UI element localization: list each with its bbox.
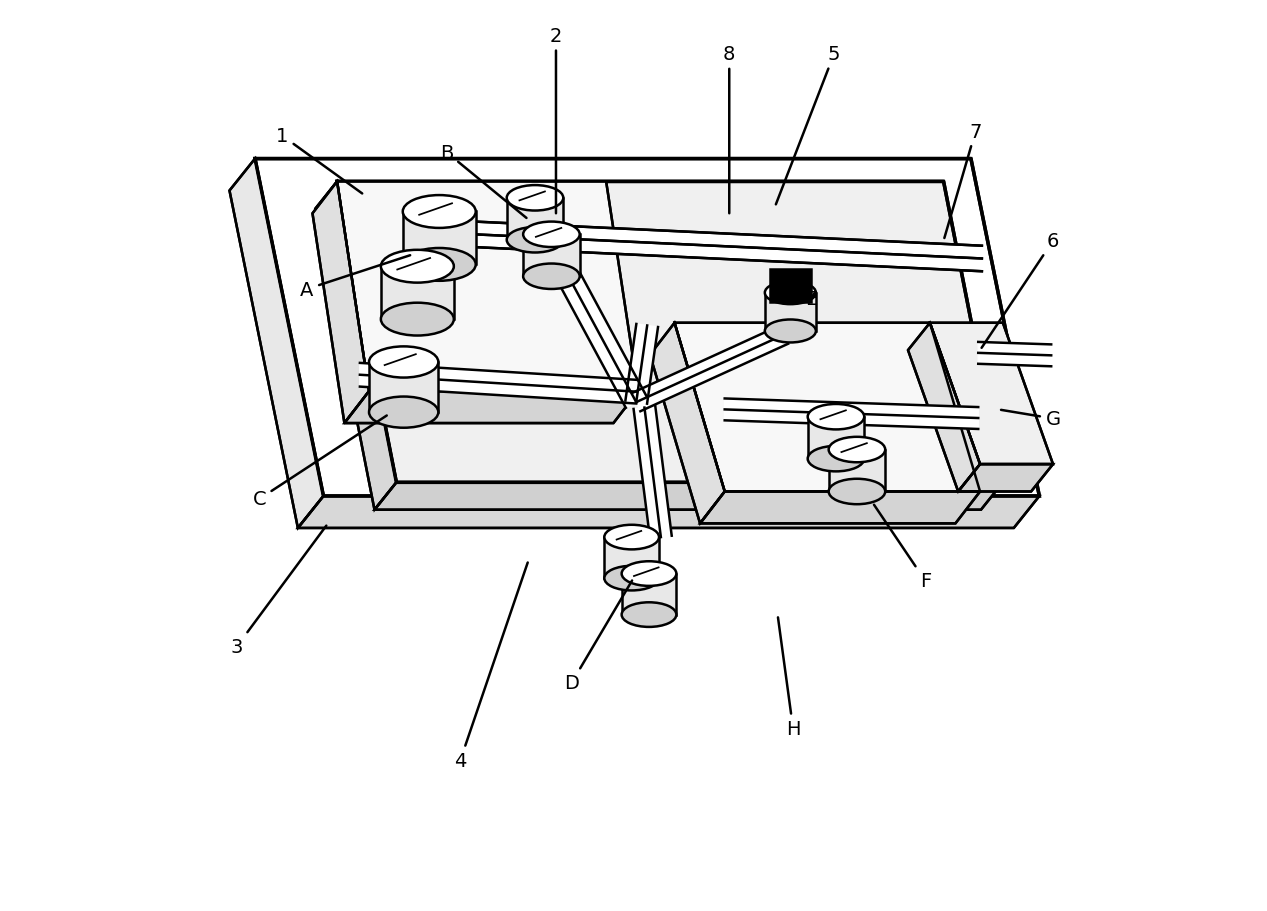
Text: F: F bbox=[874, 506, 931, 590]
Ellipse shape bbox=[622, 603, 677, 628]
Ellipse shape bbox=[403, 196, 475, 229]
Polygon shape bbox=[507, 199, 564, 241]
Ellipse shape bbox=[381, 303, 454, 336]
Polygon shape bbox=[255, 159, 1039, 496]
Ellipse shape bbox=[604, 525, 659, 549]
Polygon shape bbox=[634, 406, 672, 539]
Text: B: B bbox=[440, 144, 527, 219]
Ellipse shape bbox=[807, 446, 864, 472]
Polygon shape bbox=[360, 363, 636, 404]
Ellipse shape bbox=[507, 228, 564, 253]
Polygon shape bbox=[725, 399, 978, 429]
Polygon shape bbox=[765, 293, 816, 332]
Ellipse shape bbox=[507, 186, 564, 211]
Ellipse shape bbox=[369, 397, 438, 428]
Polygon shape bbox=[229, 159, 323, 528]
Polygon shape bbox=[650, 323, 725, 524]
Ellipse shape bbox=[604, 567, 659, 591]
Polygon shape bbox=[632, 326, 788, 412]
Polygon shape bbox=[930, 323, 1053, 465]
Polygon shape bbox=[403, 212, 475, 265]
Polygon shape bbox=[381, 267, 454, 320]
Ellipse shape bbox=[381, 251, 454, 283]
Ellipse shape bbox=[829, 479, 886, 505]
Polygon shape bbox=[315, 182, 397, 510]
Polygon shape bbox=[829, 450, 886, 492]
Ellipse shape bbox=[807, 404, 864, 430]
Polygon shape bbox=[298, 496, 1039, 528]
Ellipse shape bbox=[523, 222, 580, 248]
Ellipse shape bbox=[403, 249, 475, 281]
Text: 5: 5 bbox=[775, 46, 840, 205]
Polygon shape bbox=[908, 323, 981, 492]
Text: 1: 1 bbox=[276, 128, 362, 194]
Polygon shape bbox=[337, 182, 639, 392]
Text: 8: 8 bbox=[723, 46, 735, 214]
Text: 2: 2 bbox=[550, 27, 563, 214]
Text: 6: 6 bbox=[982, 232, 1059, 348]
Ellipse shape bbox=[523, 264, 580, 290]
Polygon shape bbox=[313, 182, 369, 424]
Text: 4: 4 bbox=[454, 563, 528, 770]
Polygon shape bbox=[978, 343, 1052, 367]
Polygon shape bbox=[674, 323, 981, 492]
Polygon shape bbox=[604, 537, 659, 578]
Polygon shape bbox=[770, 270, 811, 302]
Polygon shape bbox=[474, 222, 982, 272]
Polygon shape bbox=[523, 235, 580, 277]
Text: G: G bbox=[1001, 410, 1060, 428]
Polygon shape bbox=[701, 492, 981, 524]
Polygon shape bbox=[345, 392, 639, 424]
Ellipse shape bbox=[622, 561, 677, 587]
Polygon shape bbox=[369, 363, 438, 413]
Text: D: D bbox=[564, 581, 632, 692]
Polygon shape bbox=[550, 257, 646, 408]
Ellipse shape bbox=[829, 437, 886, 463]
Text: 3: 3 bbox=[231, 526, 327, 656]
Ellipse shape bbox=[765, 281, 816, 305]
Ellipse shape bbox=[765, 320, 816, 343]
Polygon shape bbox=[375, 483, 1003, 510]
Polygon shape bbox=[807, 417, 864, 459]
Text: H: H bbox=[778, 618, 801, 738]
Text: C: C bbox=[253, 416, 386, 508]
Text: 7: 7 bbox=[944, 123, 982, 239]
Text: E: E bbox=[806, 290, 817, 308]
Polygon shape bbox=[958, 465, 1053, 492]
Polygon shape bbox=[626, 324, 658, 404]
Polygon shape bbox=[622, 574, 677, 615]
Text: A: A bbox=[300, 256, 411, 299]
Ellipse shape bbox=[369, 347, 438, 378]
Polygon shape bbox=[337, 182, 1003, 483]
